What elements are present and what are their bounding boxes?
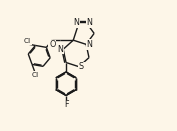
Text: Cl: Cl [24, 38, 31, 44]
Text: F: F [64, 100, 68, 110]
Text: S: S [79, 62, 84, 71]
Text: N: N [86, 18, 92, 27]
Text: Cl: Cl [31, 72, 38, 78]
Text: O: O [49, 40, 56, 49]
Text: N: N [57, 45, 63, 54]
Text: N: N [73, 18, 79, 27]
Text: N: N [86, 40, 92, 49]
